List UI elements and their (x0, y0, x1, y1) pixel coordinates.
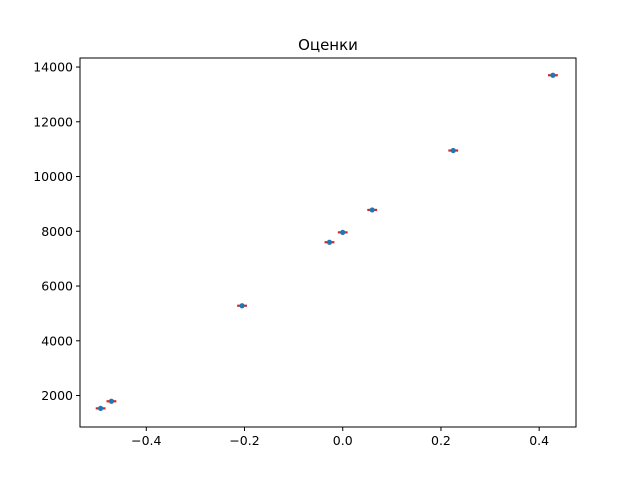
data-point (239, 303, 245, 309)
x-tick-label: −0.4 (131, 433, 161, 448)
y-tick-label: 6000 (41, 279, 73, 294)
data-marks (95, 72, 558, 411)
data-point-group (237, 303, 247, 309)
data-point-group (337, 229, 348, 235)
data-point (340, 229, 346, 235)
x-tick-label: −0.2 (229, 433, 259, 448)
data-point (450, 147, 456, 154)
y-tick-label: 4000 (41, 333, 73, 348)
chart-title: Оценки (298, 36, 358, 54)
data-point (550, 72, 556, 78)
data-point-group (106, 398, 117, 404)
x-tick-label: 0.0 (333, 433, 353, 448)
x-tick-label: 0.4 (529, 433, 549, 448)
data-point (108, 398, 115, 404)
y-tick-label: 8000 (41, 224, 73, 239)
data-point (98, 405, 104, 411)
y-tick-label: 14000 (33, 60, 73, 75)
data-point-group (324, 239, 335, 245)
data-point (326, 239, 333, 245)
data-point-group (548, 72, 558, 78)
plot-frame (79, 57, 577, 428)
data-point-group (367, 207, 378, 213)
x-tick-label: 0.2 (431, 433, 451, 448)
data-point-group (448, 147, 459, 154)
y-tick-label: 2000 (41, 388, 73, 403)
y-tick-label: 12000 (33, 114, 73, 129)
axes: −0.4 −0.2 0.0 0.2 0.4 2000 4000 6000 8000 10000 12… (33, 60, 549, 448)
data-point-group (95, 405, 106, 411)
y-tick-label: 10000 (33, 169, 73, 184)
data-point (369, 207, 375, 213)
